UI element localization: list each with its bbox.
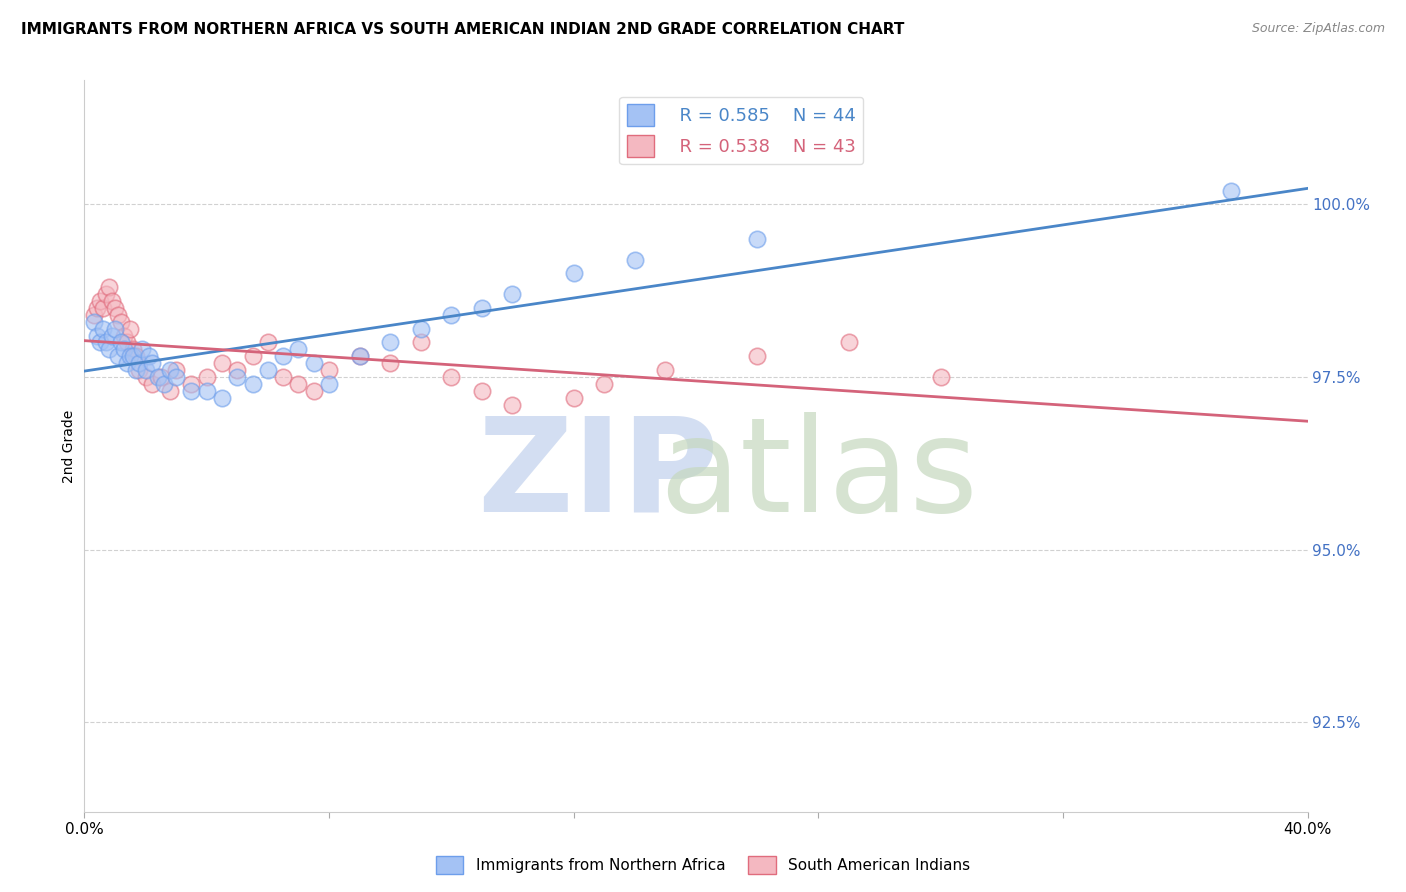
Point <box>838 335 860 350</box>
Point <box>211 356 233 370</box>
Point <box>440 370 463 384</box>
Point <box>159 384 181 398</box>
Point <box>271 370 294 384</box>
Point <box>141 376 163 391</box>
Point <box>104 301 127 315</box>
Point <box>1220 184 1243 198</box>
Point <box>122 349 145 363</box>
Point <box>91 301 114 315</box>
Point <box>195 370 218 384</box>
Point <box>747 349 769 363</box>
Point <box>593 376 616 391</box>
Point <box>380 356 402 370</box>
Text: IMMIGRANTS FROM NORTHERN AFRICA VS SOUTH AMERICAN INDIAN 2ND GRADE CORRELATION C: IMMIGRANTS FROM NORTHERN AFRICA VS SOUTH… <box>21 22 904 37</box>
Point <box>242 376 264 391</box>
Point <box>101 328 124 343</box>
Point <box>83 308 105 322</box>
Point <box>138 349 160 363</box>
Point <box>287 343 309 357</box>
Point <box>654 363 676 377</box>
Point <box>257 363 280 377</box>
Point <box>302 356 325 370</box>
Text: Source: ZipAtlas.com: Source: ZipAtlas.com <box>1251 22 1385 36</box>
Point <box>115 335 138 350</box>
Point <box>624 252 647 267</box>
Point <box>380 335 402 350</box>
Point <box>110 335 132 350</box>
Point <box>349 349 371 363</box>
Point <box>440 308 463 322</box>
Point <box>242 349 264 363</box>
Point <box>153 376 176 391</box>
Point <box>89 335 111 350</box>
Point <box>110 315 132 329</box>
Point <box>146 370 169 384</box>
Point <box>135 363 157 377</box>
Point <box>318 363 340 377</box>
Point <box>86 301 108 315</box>
Point <box>120 321 142 335</box>
Point <box>131 343 153 357</box>
Point <box>125 363 148 377</box>
Point <box>180 384 202 398</box>
Point <box>97 343 120 357</box>
Point <box>112 328 135 343</box>
Point <box>149 370 172 384</box>
Point <box>409 321 432 335</box>
Point <box>122 343 145 357</box>
Point <box>128 363 150 377</box>
Point <box>929 370 952 384</box>
Point <box>141 356 163 370</box>
Point <box>89 294 111 309</box>
Point <box>115 356 138 370</box>
Point <box>128 356 150 370</box>
Point <box>302 384 325 398</box>
Point <box>211 391 233 405</box>
Point <box>180 376 202 391</box>
Text: ZIP: ZIP <box>478 412 718 539</box>
Point <box>120 349 142 363</box>
Y-axis label: 2nd Grade: 2nd Grade <box>62 409 76 483</box>
Point <box>318 376 340 391</box>
Point <box>86 328 108 343</box>
Point <box>502 287 524 301</box>
Point <box>287 376 309 391</box>
Point <box>107 349 129 363</box>
Text: atlas: atlas <box>659 412 977 539</box>
Point <box>271 349 294 363</box>
Point <box>94 287 117 301</box>
Point <box>83 315 105 329</box>
Point <box>97 280 120 294</box>
Point <box>104 321 127 335</box>
Legend: Immigrants from Northern Africa, South American Indians: Immigrants from Northern Africa, South A… <box>430 850 976 880</box>
Point <box>471 384 494 398</box>
Point <box>226 363 249 377</box>
Point <box>502 398 524 412</box>
Point <box>135 370 157 384</box>
Point <box>125 349 148 363</box>
Point <box>195 384 218 398</box>
Legend:   R = 0.585    N = 44,   R = 0.538    N = 43: R = 0.585 N = 44, R = 0.538 N = 43 <box>620 96 863 164</box>
Point <box>165 370 187 384</box>
Point <box>159 363 181 377</box>
Point <box>349 349 371 363</box>
Point <box>101 294 124 309</box>
Point <box>562 267 585 281</box>
Point <box>112 343 135 357</box>
Point <box>94 335 117 350</box>
Point <box>165 363 187 377</box>
Point <box>409 335 432 350</box>
Point <box>257 335 280 350</box>
Point <box>562 391 585 405</box>
Point <box>91 321 114 335</box>
Point <box>107 308 129 322</box>
Point <box>747 232 769 246</box>
Point <box>226 370 249 384</box>
Point <box>471 301 494 315</box>
